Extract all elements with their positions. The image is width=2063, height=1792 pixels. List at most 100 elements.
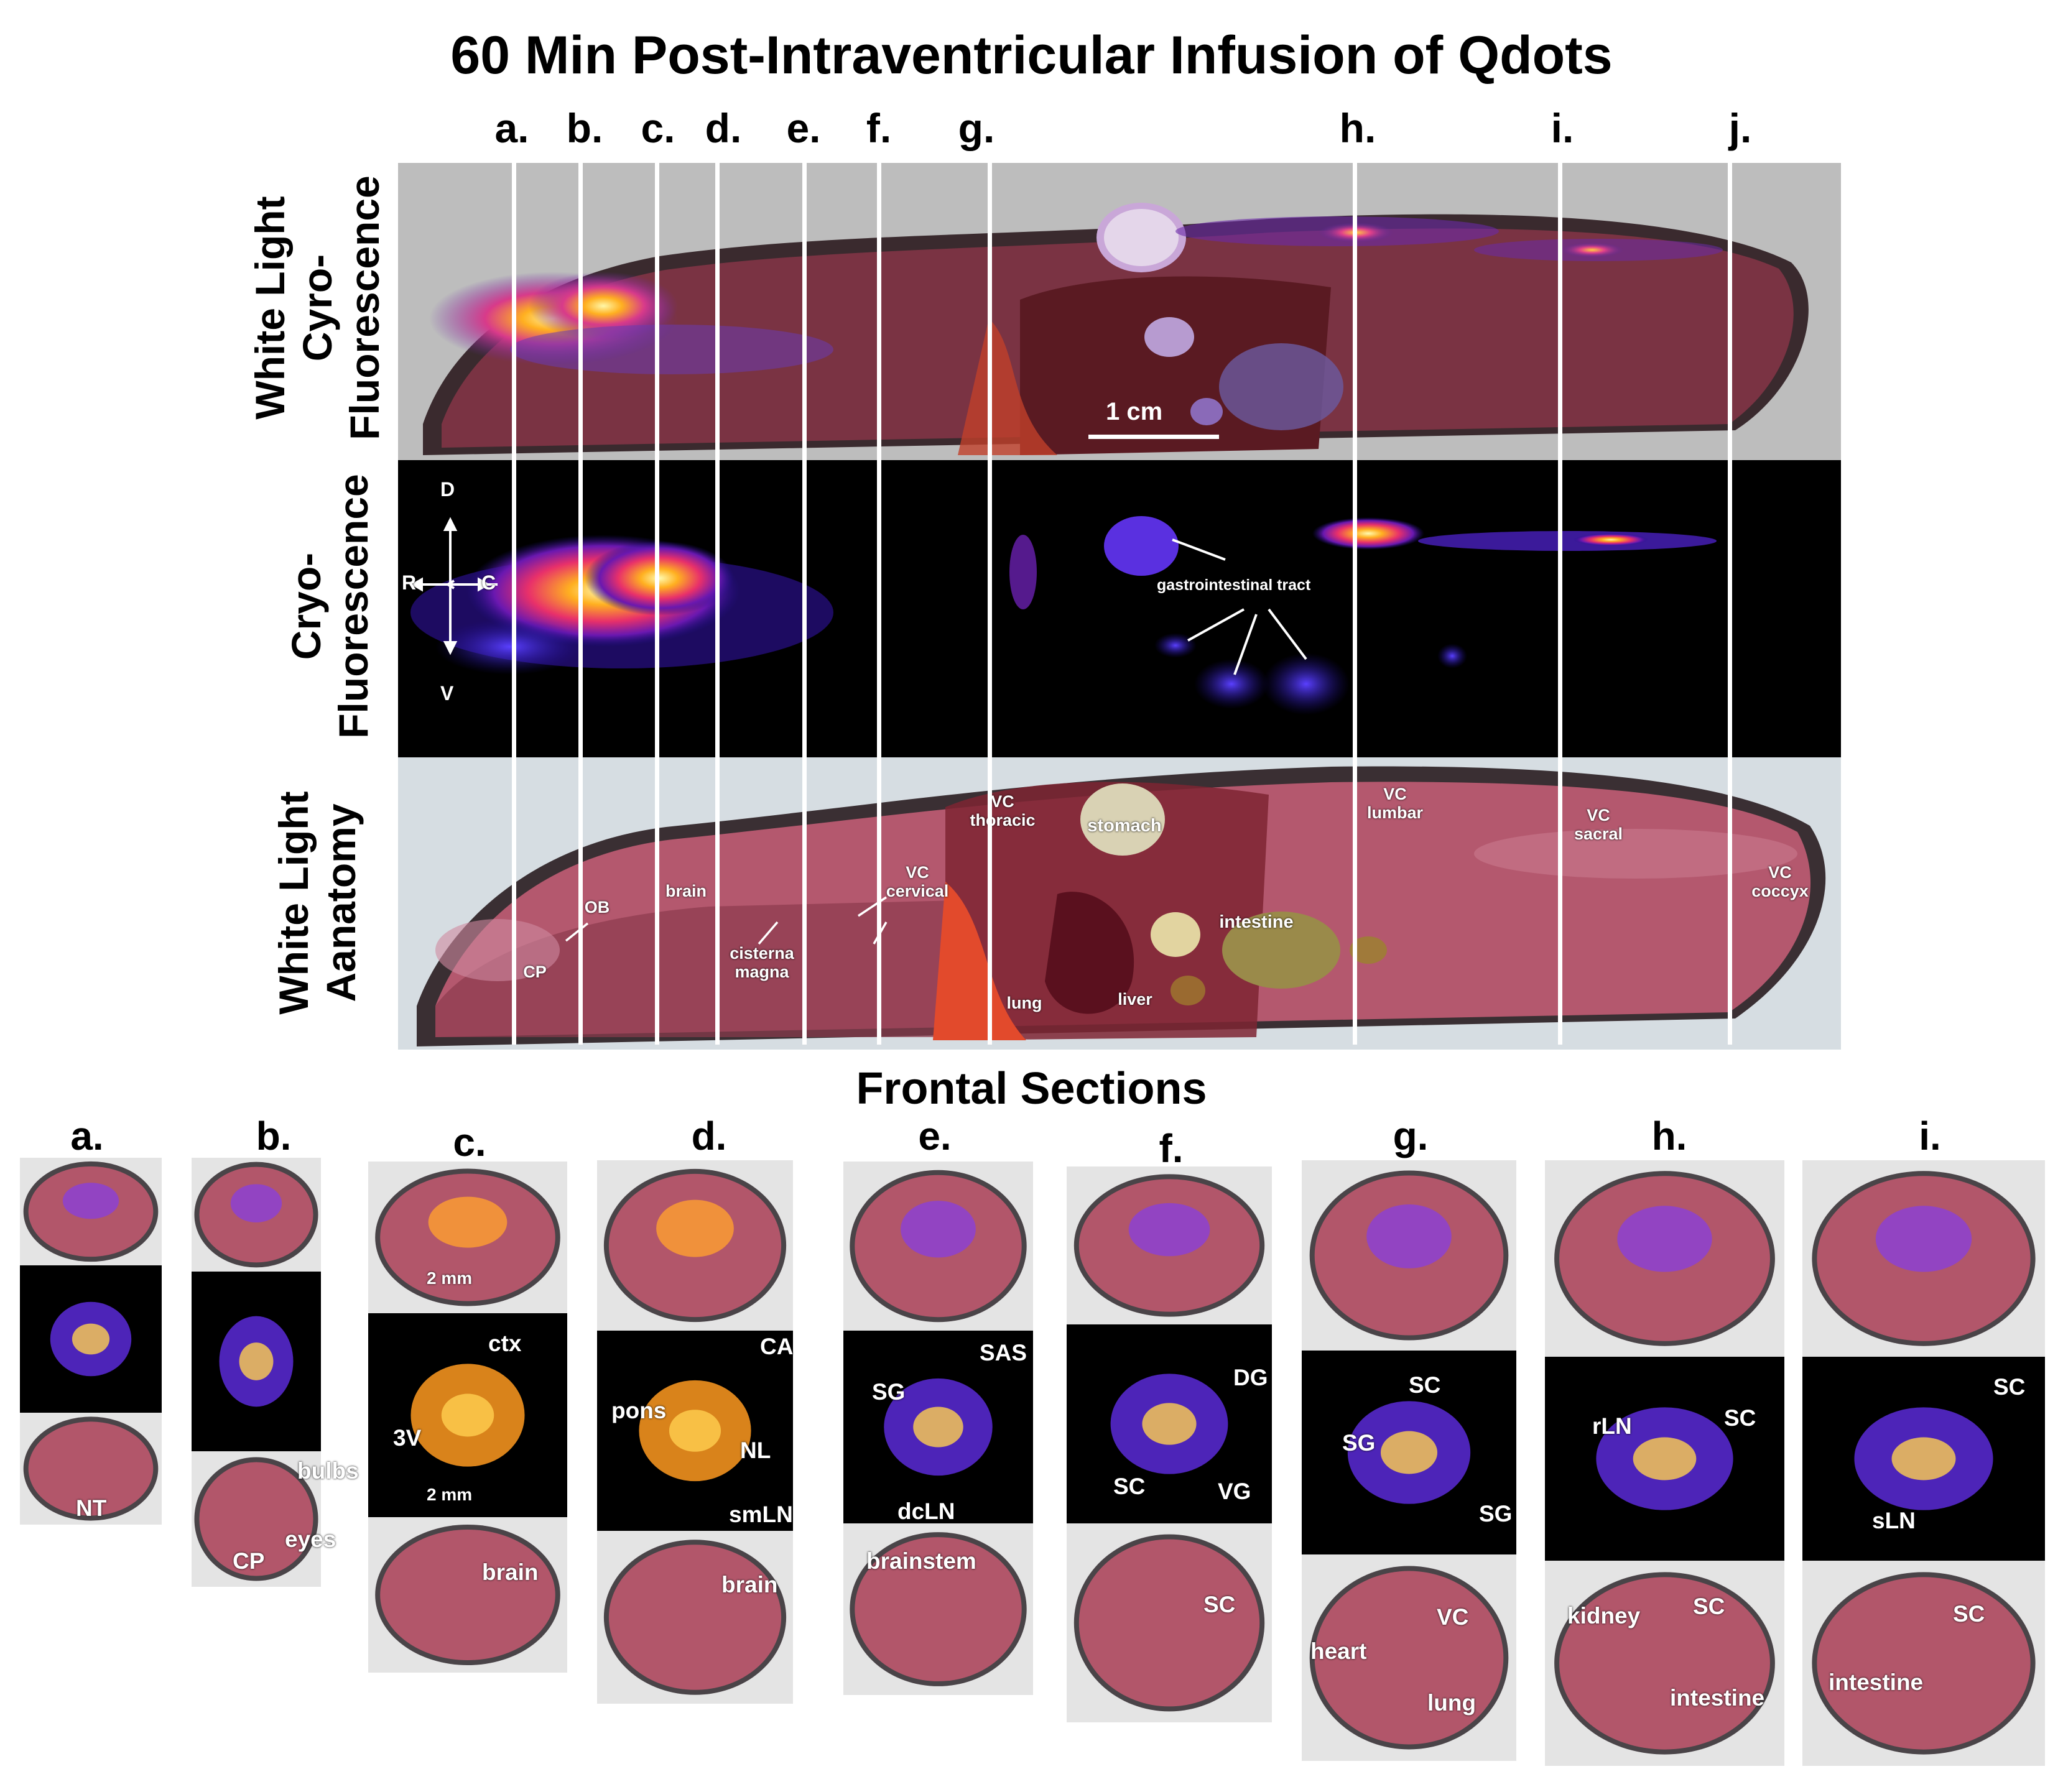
label-3v: 3V	[393, 1425, 422, 1451]
frontal-letter-e: e.	[918, 1114, 952, 1158]
label-dg: DG	[1233, 1365, 1268, 1390]
frontal-thumb	[1545, 1160, 1784, 1357]
scalebar-label-c-fluor: 2 mm	[427, 1485, 473, 1504]
frontal-thumb	[1802, 1160, 2045, 1357]
column-letter-a: a.	[494, 105, 529, 151]
label-vc-g: VC	[1437, 1604, 1469, 1630]
frontal-thumb	[192, 1451, 321, 1587]
label-vg: VG	[1218, 1479, 1251, 1504]
label-sas: SAS	[980, 1340, 1027, 1365]
scale-bar	[1088, 435, 1219, 439]
frontal-thumb	[20, 1158, 162, 1265]
label-lung: lung	[1006, 994, 1042, 1012]
frontal-thumb	[597, 1331, 793, 1531]
label-brain: brain	[665, 882, 707, 900]
section-line-g	[988, 155, 992, 1045]
frontal-sections-title: Frontal Sections	[856, 1064, 1207, 1114]
section-line-j	[1728, 155, 1732, 1045]
label-sc-h-anat: SC	[1693, 1594, 1725, 1619]
label-vc-thoracic: VC thoracic	[970, 792, 1036, 829]
column-letter-j: j.	[1728, 105, 1752, 151]
label-sln: sLN	[1872, 1508, 1916, 1533]
column-letter-e: e.	[786, 105, 821, 151]
column-letter-g: g.	[958, 105, 995, 151]
frontal-letter-i: i.	[1919, 1114, 1941, 1158]
row-label-anatomy: White Light Aanatomy	[271, 791, 364, 1015]
frontal-thumb	[192, 1272, 321, 1451]
frontal-thumb	[368, 1313, 567, 1517]
label-dcln: dcLN	[897, 1499, 955, 1524]
label-intestine-h: intestine	[1670, 1685, 1765, 1711]
label-sc-i-anat: SC	[1953, 1601, 1985, 1627]
frontal-thumb	[597, 1531, 793, 1704]
frontal-thumb	[843, 1331, 1033, 1523]
section-line-b	[578, 155, 583, 1045]
section-line-d	[715, 155, 720, 1045]
label-cisterna-magna: cisterna magna	[730, 944, 794, 981]
label-ctx: ctx	[488, 1331, 522, 1356]
label-stomach: stomach	[1087, 816, 1162, 836]
frontal-thumb	[192, 1158, 321, 1272]
frontal-thumb	[1302, 1351, 1516, 1554]
frontal-thumb	[1545, 1357, 1784, 1561]
frontal-thumb	[368, 1162, 567, 1313]
sagittal-fluorescence-image: D V R C gastrointestinal tract	[398, 460, 1841, 757]
label-vc-lumbar: VC lumbar	[1366, 785, 1424, 822]
label-vc-sacral: VC sacral	[1574, 806, 1623, 843]
label-smln: smLN	[729, 1502, 793, 1527]
column-letter-f: f.	[866, 105, 892, 151]
label-vc-coccyx: VC coccyx	[1751, 863, 1809, 900]
label-liver: liver	[1118, 990, 1152, 1009]
frontal-thumb	[1067, 1523, 1272, 1722]
frontal-thumb	[597, 1160, 793, 1331]
scale-bar-label: 1 cm	[1106, 398, 1163, 425]
label-heart: heart	[1310, 1638, 1367, 1664]
label-sc-g: SC	[1409, 1372, 1441, 1398]
sagittal-anatomy-image: VC thoracic stomach VC lumbar VC sacral …	[398, 757, 1841, 1050]
frontal-thumb	[1302, 1160, 1516, 1351]
orientation-caudal: C	[481, 571, 496, 594]
frontal-letter-d: d.	[691, 1114, 727, 1158]
label-intestine: intestine	[1219, 912, 1294, 932]
label-bulbs: bulbs	[297, 1458, 359, 1484]
label-sc-f-fluor: SC	[1113, 1474, 1146, 1499]
column-letter-d: d.	[705, 105, 742, 151]
frontal-letter-h: h.	[1651, 1114, 1687, 1158]
section-line-i	[1558, 155, 1562, 1045]
frontal-thumb	[843, 1162, 1033, 1331]
orientation-ventral: V	[440, 682, 454, 704]
row-label-overlay: White Light Cyro-Fluorescence	[247, 175, 387, 440]
label-eyes: eyes	[285, 1526, 336, 1552]
frontal-thumb	[20, 1413, 162, 1525]
section-line-a	[512, 155, 516, 1045]
label-brain-d: brain	[721, 1572, 778, 1597]
frontal-thumb	[1802, 1561, 2045, 1766]
orientation-dorsal: D	[440, 478, 455, 501]
frontal-letter-b: b.	[256, 1114, 292, 1158]
label-nl: NL	[740, 1438, 771, 1463]
label-sc-f-anat: SC	[1203, 1592, 1236, 1617]
sagittal-overlay-image: 1 cm	[398, 163, 1841, 460]
label-ca: CA	[760, 1334, 794, 1359]
orientation-cross	[410, 517, 498, 655]
label-cp: CP	[523, 963, 547, 981]
frontal-letter-g: g.	[1393, 1114, 1429, 1158]
gi-tract-label: gastrointestinal tract	[1157, 576, 1311, 594]
frontal-thumb	[368, 1517, 567, 1673]
section-line-h	[1353, 155, 1357, 1045]
label-sg-g-right: SG	[1479, 1501, 1513, 1526]
frontal-thumb	[1067, 1324, 1272, 1523]
column-letter-i: i.	[1551, 105, 1574, 151]
orientation-rostral: R	[402, 571, 417, 594]
label-sc-h-fluor: SC	[1724, 1405, 1756, 1431]
frontal-thumb	[843, 1523, 1033, 1695]
column-letter-h: h.	[1339, 105, 1376, 151]
label-rln: rLN	[1592, 1413, 1632, 1439]
frontal-letter-c: c.	[453, 1120, 486, 1165]
frontal-thumb	[1802, 1357, 2045, 1561]
label-intestine-i: intestine	[1829, 1670, 1924, 1695]
frontal-letter-a: a.	[70, 1114, 104, 1158]
label-sg-g-left: SG	[1342, 1430, 1376, 1456]
section-line-f	[877, 155, 881, 1045]
label-kidney: kidney	[1567, 1603, 1641, 1628]
